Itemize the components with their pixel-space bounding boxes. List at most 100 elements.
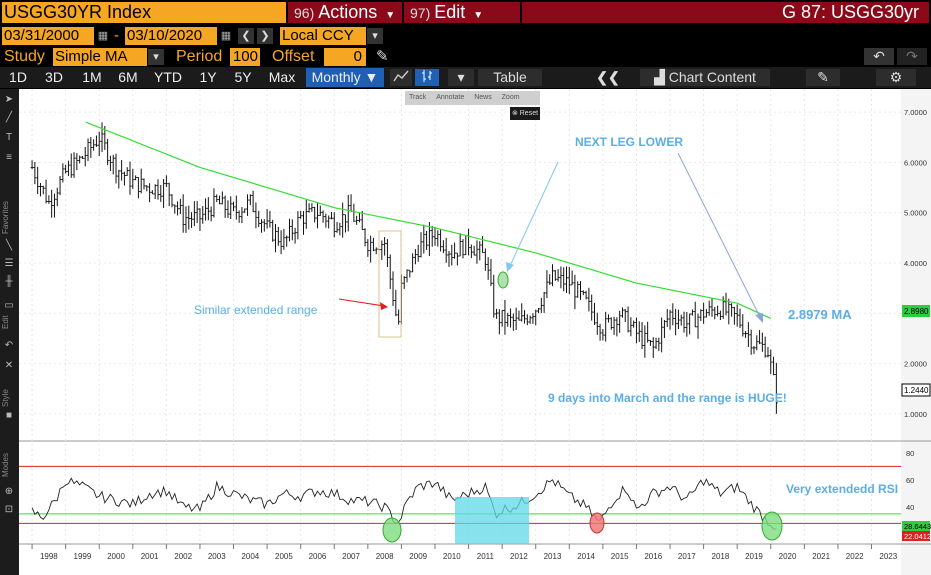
chart-content-button[interactable]: ▟ Chart Content xyxy=(640,69,770,86)
study-select[interactable]: Simple MA xyxy=(53,48,147,66)
year-tick-label: 2008 xyxy=(376,552,394,561)
range-1m-button[interactable]: 1M xyxy=(82,69,102,85)
offset-field[interactable]: 0 xyxy=(324,48,366,66)
lock-icon[interactable]: ⊡ xyxy=(4,504,14,515)
edit-menu[interactable]: 97) Edit ▼ xyxy=(404,2,520,23)
year-tick-label: 2007 xyxy=(342,552,360,561)
draw-line-icon[interactable]: ╱ xyxy=(5,112,13,123)
table-button[interactable]: Table xyxy=(478,69,542,86)
year-tick-label: 2002 xyxy=(174,552,192,561)
ruler-icon[interactable]: ≡ xyxy=(6,152,12,163)
news-button[interactable]: News xyxy=(474,94,492,101)
start-date-field[interactable]: 03/31/2000 xyxy=(2,27,94,45)
range-max-button[interactable]: Max xyxy=(268,69,296,85)
year-tick-label: 2013 xyxy=(544,552,562,561)
price-tick-label: 4.0000 xyxy=(904,259,927,268)
chart-mini-toolbar: Track Annotate News Zoom xyxy=(405,91,540,105)
price-tick-label: 2.0000 xyxy=(904,360,927,369)
rsi-line xyxy=(31,477,777,530)
reset-label: Reset xyxy=(519,110,539,117)
previous-icon[interactable]: ❮ xyxy=(238,28,254,44)
price-tick-label: 1.0000 xyxy=(904,410,927,419)
rsi-tag-green-bg xyxy=(902,521,930,531)
edit-menu-number: 97) xyxy=(410,5,431,21)
blue-arrow-left-head xyxy=(506,262,514,272)
range-6m-button[interactable]: 6M xyxy=(118,69,138,85)
reset-button[interactable]: ⊗ Reset xyxy=(510,107,540,120)
period-field[interactable]: 100 xyxy=(230,48,260,66)
year-tick-label: 2021 xyxy=(812,552,830,561)
actions-menu[interactable]: 96) Actions ▼ xyxy=(288,2,402,23)
year-tick-label: 2000 xyxy=(107,552,125,561)
range-3d-button[interactable]: 3D xyxy=(45,69,63,85)
redo-icon[interactable]: ↷ xyxy=(897,48,927,65)
year-tick-label: 2015 xyxy=(611,552,629,561)
next-icon[interactable]: ❯ xyxy=(257,28,273,44)
y-axis-panel xyxy=(901,89,931,575)
rsi-tag-green: 28.6443 xyxy=(904,522,931,531)
chevron-down-icon[interactable]: ▾ xyxy=(367,28,383,44)
edit-icon[interactable]: ✎ xyxy=(806,69,840,86)
annotate-button[interactable]: Annotate xyxy=(436,94,465,101)
annotation-next-leg: NEXT LEG LOWER xyxy=(575,135,683,149)
range-1d-button[interactable]: 1D xyxy=(9,69,27,85)
title-bar: USGG30YR Index 96) Actions ▼ 97) Edit ▼ G 87… xyxy=(0,0,931,25)
year-tick-label: 2011 xyxy=(477,552,495,561)
study-bar: Study Simple MA ▾ Period 100 Offset 0 ✎ … xyxy=(0,46,931,67)
range-ytd-button[interactable]: YTD xyxy=(154,69,182,85)
magnet-icon[interactable]: ⊕ xyxy=(4,486,14,497)
calendar-icon[interactable]: ▦ xyxy=(95,28,111,44)
chevron-down-icon[interactable]: ▾ xyxy=(148,49,164,65)
range-5y-button[interactable]: 5Y xyxy=(234,69,252,85)
fib-icon[interactable]: ☰ xyxy=(4,258,14,269)
collapse-icon[interactable]: ❮❮ xyxy=(596,69,620,85)
gear-icon[interactable]: ⚙ xyxy=(876,69,916,86)
pencil-icon[interactable]: ✎ xyxy=(376,48,389,65)
highlight-box-2008 xyxy=(378,230,402,338)
page-title: G 87: USGG30yr xyxy=(522,2,929,23)
offset-label: Offset xyxy=(272,48,315,65)
date-bar: 03/31/2000 ▦ - 03/10/2020 ▦ ❮ ❯ Local CC… xyxy=(0,25,931,46)
annotation-similar: Similar extended range xyxy=(194,303,318,317)
calendar-icon[interactable]: ▦ xyxy=(218,28,234,44)
undo-icon[interactable]: ↶ xyxy=(864,48,894,65)
year-tick-label: 2010 xyxy=(443,552,461,561)
year-tick-label: 2012 xyxy=(510,552,528,561)
chevron-down-icon[interactable]: ▾ xyxy=(448,69,474,86)
edit-menu-label: Edit xyxy=(434,2,466,22)
channel-icon[interactable]: ╫ xyxy=(5,276,13,287)
trend-icon[interactable]: ╲ xyxy=(5,240,13,251)
last-tag-bg xyxy=(901,383,931,397)
currency-select[interactable]: Local CCY xyxy=(280,27,366,45)
track-button[interactable]: Track xyxy=(409,94,427,101)
blue-arrow-left xyxy=(508,161,559,269)
undo-icon[interactable]: ↶ xyxy=(4,340,14,351)
text-icon[interactable]: T xyxy=(5,132,13,143)
measure-icon[interactable]: ▭ xyxy=(4,300,14,311)
color-icon[interactable]: ■ xyxy=(5,410,13,421)
ticker-field[interactable]: USGG30YR Index xyxy=(2,2,286,23)
period-label: Period xyxy=(176,48,223,65)
price-tick-label: 6.0000 xyxy=(904,158,927,167)
year-tick-label: 2022 xyxy=(846,552,864,561)
range-1y-button[interactable]: 1Y xyxy=(199,69,217,85)
year-axis-ticks: 1998 1999 2000 2001 2002 2003 2004 2005 2006 2007… xyxy=(31,544,898,561)
cursor-icon[interactable]: ➤ xyxy=(4,94,14,105)
year-tick-label: 2004 xyxy=(241,552,259,561)
caret-down-icon: ▼ xyxy=(473,10,484,21)
year-tick-label: 2001 xyxy=(141,552,159,561)
moving-average-line xyxy=(85,121,772,319)
ohlc-chart-icon[interactable] xyxy=(415,69,439,86)
chart-svg[interactable]: 7.00006.00005.00004.00003.00002.00001.00… xyxy=(0,89,931,575)
chart-content-icon: ▟ xyxy=(654,69,665,85)
end-date-field[interactable]: 03/10/2020 xyxy=(125,27,217,45)
range-toolbar: 1D 3D 1M 6M YTD 1Y 5Y Max Monthly ▼ ▾ Ta… xyxy=(0,67,931,88)
year-tick-label: 2017 xyxy=(678,552,696,561)
caret-down-icon: ▼ xyxy=(364,69,379,85)
frequency-select[interactable]: Monthly ▼ xyxy=(306,68,384,87)
annotation-ma: 2.8979 MA xyxy=(788,307,852,322)
red-arrow-head xyxy=(380,302,388,310)
line-chart-icon[interactable] xyxy=(390,69,412,86)
delete-icon[interactable]: ✕ xyxy=(4,360,14,371)
zoom-button[interactable]: Zoom xyxy=(501,94,520,101)
